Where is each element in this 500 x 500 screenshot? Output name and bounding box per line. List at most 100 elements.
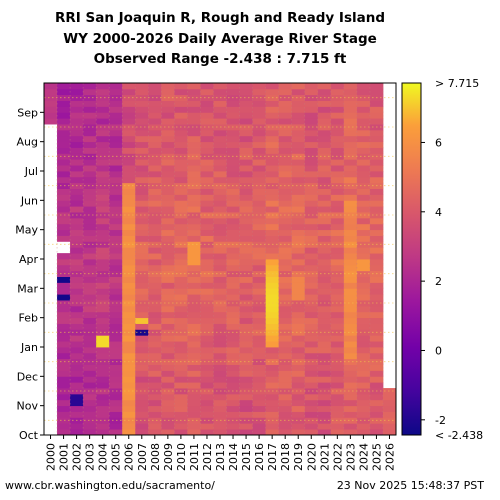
heatmap-cell [278, 376, 293, 383]
heatmap-cell [161, 376, 175, 383]
heatmap-cell [161, 206, 175, 213]
heatmap-cell [369, 276, 384, 283]
heatmap-cell [226, 305, 240, 313]
heatmap-cell [109, 294, 123, 301]
heatmap-cell [109, 135, 123, 143]
heatmap-cell [83, 159, 97, 166]
heatmap-cell [96, 259, 110, 266]
heatmap-cell [200, 212, 214, 219]
heatmap-cell [70, 235, 84, 242]
heatmap-cell [187, 212, 201, 219]
heatmap-cell [187, 347, 201, 354]
heatmap-cell [122, 141, 136, 148]
heatmap-cell [317, 106, 332, 113]
heatmap-cell [96, 270, 110, 277]
heatmap-cell [57, 270, 71, 277]
heatmap-cell [83, 88, 97, 96]
heatmap-cell [96, 159, 110, 166]
heatmap-cell [239, 165, 253, 172]
heatmap-cell [252, 206, 267, 213]
heatmap-cell [83, 393, 97, 401]
heatmap-cell [148, 106, 162, 113]
heatmap-cell [57, 118, 71, 125]
heatmap-cell [304, 235, 319, 242]
heatmap-cell [317, 352, 332, 360]
heatmap-cell [330, 194, 345, 201]
heatmap-cell [135, 370, 149, 377]
heatmap-cell [278, 247, 293, 254]
heatmap-cell [122, 194, 136, 201]
heatmap-cell [200, 270, 214, 277]
heatmap-cell [174, 311, 188, 319]
heatmap-cell [174, 288, 188, 295]
heatmap-cell [200, 329, 214, 336]
heatmap-cell [291, 376, 306, 383]
heatmap-cell [239, 358, 253, 365]
heatmap-cell [304, 300, 319, 307]
heatmap-cell [330, 393, 345, 401]
x-tick-label: 2008 [149, 443, 162, 471]
heatmap-cell [109, 358, 123, 365]
heatmap-cell [135, 417, 149, 424]
x-tick-label: 2003 [84, 443, 97, 471]
heatmap-cell [109, 118, 123, 125]
footer-source-url: www.cbr.washington.edu/sacramento/ [5, 479, 215, 492]
heatmap-cell [356, 118, 371, 125]
heatmap-cell [226, 341, 240, 348]
heatmap-cell [239, 94, 253, 101]
heatmap-cell [356, 217, 371, 225]
heatmap-cell [187, 288, 201, 295]
heatmap-cell [57, 235, 71, 242]
heatmap-cell [70, 305, 84, 313]
heatmap-cell [239, 370, 253, 377]
heatmap-cell [57, 88, 71, 96]
heatmap-cell [57, 182, 71, 189]
heatmap-cell [317, 135, 332, 143]
heatmap-cell [174, 276, 188, 283]
heatmap-cell [317, 311, 332, 319]
heatmap-cell [148, 247, 162, 254]
heatmap-cell [317, 247, 332, 254]
heatmap-cell [369, 112, 384, 119]
heatmap-cell [161, 176, 175, 184]
heatmap-cell [57, 317, 71, 324]
heatmap-cell [278, 217, 293, 225]
heatmap-cell [356, 241, 371, 248]
heatmap-cell [304, 294, 319, 301]
heatmap-cell [304, 311, 319, 319]
heatmap-cell [213, 429, 227, 436]
heatmap-cell [343, 382, 358, 389]
heatmap-cell [161, 393, 175, 401]
heatmap-cell [96, 288, 110, 295]
heatmap-cell [187, 264, 201, 272]
heatmap-cell [213, 129, 227, 137]
heatmap-cell [83, 388, 97, 395]
x-tick-label: 2004 [97, 443, 110, 471]
heatmap-cell [83, 364, 97, 371]
heatmap-cell [148, 229, 162, 236]
heatmap-cell [135, 300, 149, 307]
heatmap-cell [278, 399, 293, 407]
heatmap-cell [70, 347, 84, 354]
heatmap-cell [252, 282, 267, 289]
heatmap-cell [369, 100, 384, 107]
heatmap-cell [252, 176, 267, 184]
heatmap-cell [148, 188, 162, 195]
heatmap-cell [343, 106, 358, 113]
heatmap-cell [161, 282, 175, 289]
heatmap-cell [200, 423, 214, 430]
heatmap-cell [369, 323, 384, 330]
heatmap-cell [278, 341, 293, 348]
heatmap-cell [304, 206, 319, 213]
heatmap-cell [369, 335, 384, 342]
heatmap-cell [226, 118, 240, 125]
heatmap-cell [317, 147, 332, 154]
heatmap-cell [57, 311, 71, 319]
heatmap-cell [356, 124, 371, 131]
heatmap-cell [109, 83, 123, 90]
heatmap-cell [291, 393, 306, 401]
heatmap-cell [148, 94, 162, 101]
heatmap-cell [200, 429, 214, 436]
heatmap-cell [57, 171, 71, 178]
heatmap-cell [343, 311, 358, 319]
